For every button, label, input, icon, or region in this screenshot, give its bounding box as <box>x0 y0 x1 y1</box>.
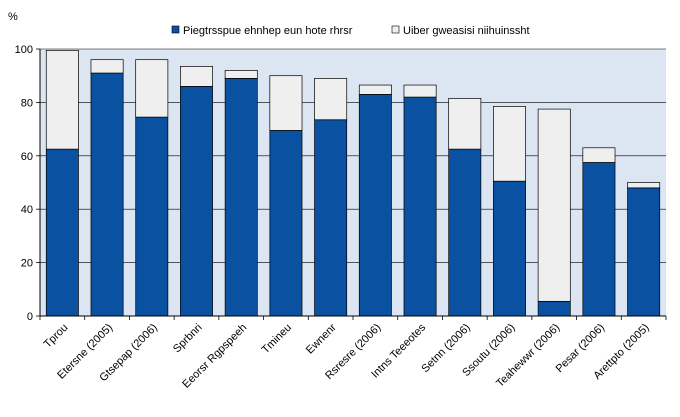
y-tick-label: 60 <box>21 151 33 163</box>
bar-series-1 <box>224 78 258 317</box>
bar-series-1 <box>537 300 571 317</box>
plot-background <box>40 49 666 316</box>
bar-series-2 <box>537 108 571 302</box>
bar-series-1 <box>493 180 526 317</box>
bar-series-1 <box>314 119 348 317</box>
bar-series-2 <box>45 49 79 150</box>
bar-series-1 <box>135 116 169 317</box>
x-category-label: Ewnenr <box>304 321 339 356</box>
bar-series-1 <box>269 130 303 317</box>
bar-series-2 <box>403 84 437 98</box>
y-tick-label: 40 <box>21 204 33 216</box>
bar-series-2 <box>180 66 213 87</box>
x-category-label: Tmineu <box>260 322 294 356</box>
bar-series-1 <box>180 86 213 317</box>
bar-series-1 <box>403 96 437 317</box>
bar-series-2 <box>90 59 124 74</box>
y-tick-label: 0 <box>27 311 33 323</box>
legend-label-series-1: Piegtrsspue ehnhep eun hote rhrsr <box>183 25 353 37</box>
bar-series-2 <box>135 59 169 118</box>
bar-series-1 <box>358 94 392 317</box>
bar-series-2 <box>314 78 348 121</box>
bar-series-1 <box>448 148 482 317</box>
x-category-label: Tprou <box>42 322 71 351</box>
bar-series-1 <box>45 148 79 317</box>
bar-series-2 <box>627 182 661 189</box>
bar-series-1 <box>627 187 661 317</box>
bar-series-2 <box>448 98 482 150</box>
legend-swatch-series-1 <box>171 25 180 34</box>
x-category-label: Sprbnri <box>171 322 205 356</box>
bar-series-2 <box>493 106 526 182</box>
y-tick-label: 100 <box>15 44 33 56</box>
bar-series-2 <box>358 84 392 95</box>
bar-series-2 <box>224 70 258 79</box>
bar-series-2 <box>582 147 616 163</box>
legend-swatch-series-2 <box>391 25 400 34</box>
bar-series-1 <box>582 162 616 317</box>
y-tick-label: 80 <box>21 97 33 109</box>
bar-series-2 <box>269 75 303 131</box>
legend-label-series-2: Uiber gweasisi niihuinssht <box>403 25 530 37</box>
bar-series-1 <box>90 72 124 317</box>
y-tick-label: 20 <box>21 258 33 270</box>
y-axis-unit-label: % <box>8 11 18 23</box>
legend: Piegtrsspue ehnhep eun hote rhrsr Uiber … <box>171 25 530 37</box>
